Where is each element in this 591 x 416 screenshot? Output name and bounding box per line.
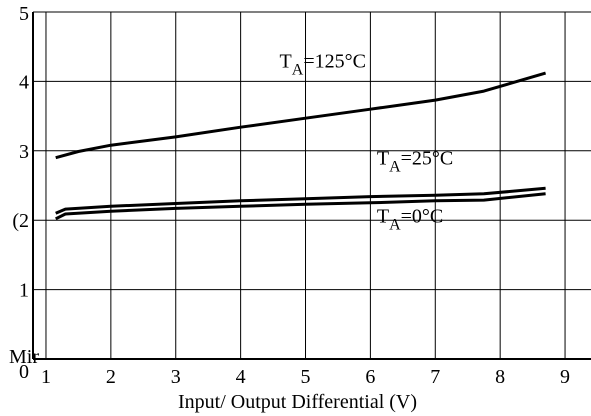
grid — [32, 11, 591, 360]
x-tick-label: 4 — [236, 366, 246, 388]
y-axis-label: Mir — [9, 346, 39, 368]
x-tick-label: 3 — [171, 366, 181, 388]
x-tick-label: 1 — [41, 366, 51, 388]
series-layer — [55, 71, 547, 221]
x-tick-label: 9 — [560, 366, 570, 388]
y-tick-label: 5 — [19, 3, 29, 25]
series-line-2 — [55, 192, 546, 221]
x-tick-label: 2 — [106, 366, 116, 388]
y-tick-label: 1 — [19, 280, 29, 302]
y-tick-label: 4 — [19, 71, 29, 93]
series-annotation: TA=25°C — [377, 148, 453, 176]
x-tick-label: 6 — [365, 366, 375, 388]
y-tick-label: (2 — [12, 210, 29, 232]
series-line-1 — [55, 186, 546, 215]
x-tick-label: 8 — [495, 366, 505, 388]
x-tick-label: 7 — [430, 366, 440, 388]
x-tick-label: 5 — [301, 366, 311, 388]
series-annotation: TA=125°C — [280, 51, 366, 79]
series-line-0 — [55, 71, 547, 160]
y-tick-label: 3 — [19, 141, 29, 163]
x-axis-label: Input/ Output Differential (V) — [178, 391, 417, 413]
annotations: TA=125°C TA=25°C TA=0°C — [280, 51, 454, 234]
y-tick-label: 0 — [19, 361, 29, 383]
series-annotation: TA=0°C — [377, 205, 443, 233]
